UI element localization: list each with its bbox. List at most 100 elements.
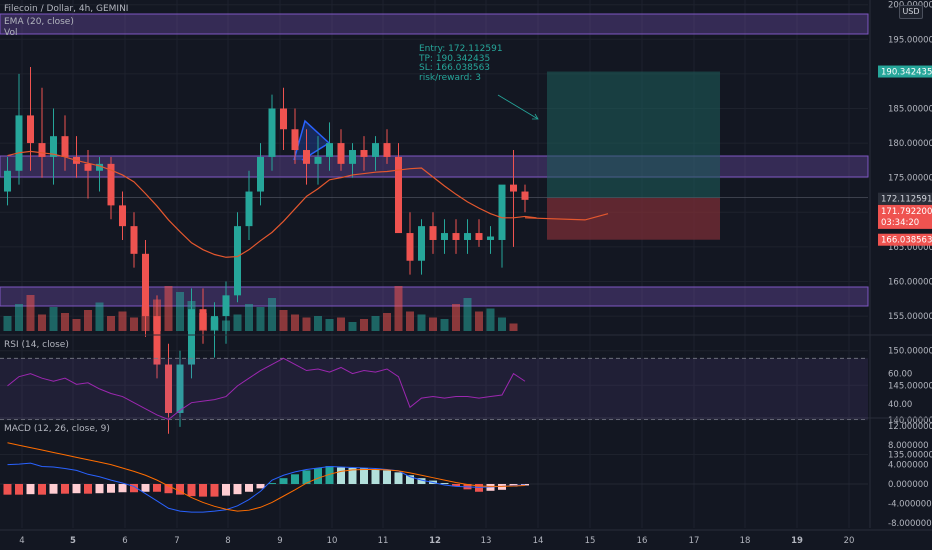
candle-body[interactable] <box>268 108 276 157</box>
candle-body[interactable] <box>130 226 138 254</box>
volume-bar <box>95 302 104 331</box>
candle-body[interactable] <box>337 143 345 164</box>
candle-body[interactable] <box>383 143 391 157</box>
candle-body[interactable] <box>211 316 218 330</box>
volume-bar <box>279 310 288 331</box>
price-tick-label: 195.000000 <box>888 35 932 45</box>
macd-histogram-bar <box>279 478 288 484</box>
candle-body[interactable] <box>153 316 161 365</box>
symbol-legend: Filecoin / Dollar, 4h, GEMINI <box>4 4 129 14</box>
macd-histogram-bar <box>394 472 403 484</box>
currency-button[interactable]: USD <box>899 5 923 19</box>
candle-body[interactable] <box>119 205 126 227</box>
macd-tick-label: -4.000000 <box>888 499 932 509</box>
candle-body[interactable] <box>280 108 287 130</box>
rsi-tick-label: 60.00 <box>888 370 912 380</box>
tp-price-label: 190.342435 <box>881 68 932 78</box>
take-profit-zone[interactable] <box>547 71 720 198</box>
candle-body[interactable] <box>395 156 402 234</box>
macd-histogram-bar <box>15 484 23 495</box>
time-tick-label: 8 <box>225 536 230 546</box>
time-tick-label: 15 <box>585 536 596 546</box>
candle-body[interactable] <box>245 191 253 227</box>
candle-body[interactable] <box>142 253 149 317</box>
time-tick-label: 7 <box>174 536 179 546</box>
macd-histogram-bar <box>72 484 81 494</box>
candle-body[interactable] <box>61 136 69 157</box>
price-tick-label: 145.000000 <box>888 381 932 391</box>
volume-bar <box>72 319 81 331</box>
time-tick-label: 9 <box>277 536 282 546</box>
stop-loss-zone[interactable] <box>547 197 720 240</box>
time-tick-label: 13 <box>481 536 492 546</box>
price-tick-label: 155.000000 <box>888 312 932 322</box>
volume-bar <box>475 311 483 331</box>
volume-bar <box>130 317 138 331</box>
candle-body[interactable] <box>314 156 322 164</box>
candle-body[interactable] <box>372 143 379 157</box>
triangle-drawing[interactable] <box>293 119 331 161</box>
volume-bar <box>314 316 322 331</box>
candle-body[interactable] <box>222 295 230 317</box>
vol-legend: Vol <box>4 28 18 38</box>
volume-bar <box>15 304 23 331</box>
rsi-legend: RSI (14, close) <box>4 340 69 350</box>
time-tick-label: 12 <box>429 536 441 546</box>
candle-body[interactable] <box>257 156 264 192</box>
bar-countdown-label: 03:34:20 <box>881 218 919 228</box>
candle-body[interactable] <box>27 115 34 144</box>
time-tick-label: 17 <box>689 536 700 546</box>
macd-histogram-bar <box>141 484 150 492</box>
candle-body[interactable] <box>234 226 241 296</box>
macd-histogram-bar <box>107 484 115 493</box>
candle-body[interactable] <box>510 184 517 192</box>
candle-body[interactable] <box>303 150 310 164</box>
volume-bar <box>291 314 299 331</box>
candle-body[interactable] <box>96 163 103 171</box>
candle-body[interactable] <box>291 129 299 151</box>
support-resistance-zone[interactable] <box>0 286 869 307</box>
candle-body[interactable] <box>326 143 333 157</box>
candle-body[interactable] <box>521 191 529 200</box>
candle-body[interactable] <box>50 136 57 157</box>
time-tick-label: 20 <box>844 536 855 546</box>
candle-body[interactable] <box>475 233 483 240</box>
candle-body[interactable] <box>441 233 448 240</box>
support-resistance-zone[interactable] <box>0 155 869 178</box>
volume-bar <box>325 319 334 331</box>
ema-projection <box>524 213 609 221</box>
volume-bar <box>498 317 506 331</box>
candle-body[interactable] <box>38 143 46 157</box>
candle-body[interactable] <box>199 309 207 330</box>
candle-body[interactable] <box>107 163 115 206</box>
volume-bar <box>509 323 518 331</box>
sl-price-label: 166.038563 <box>881 236 932 246</box>
candle-body[interactable] <box>360 150 368 157</box>
candle-body[interactable] <box>84 163 92 171</box>
candle-body[interactable] <box>176 364 184 413</box>
candle-body[interactable] <box>4 170 11 192</box>
current-price-bg <box>878 204 932 229</box>
macd-histogram-bar <box>153 484 161 492</box>
volume-bar <box>233 314 242 331</box>
candle-body[interactable] <box>487 236 494 240</box>
candle-body[interactable] <box>349 150 356 164</box>
volume-bar <box>245 304 253 331</box>
candle-body[interactable] <box>15 115 23 171</box>
candle-body[interactable] <box>429 226 437 240</box>
support-resistance-zone[interactable] <box>0 13 869 35</box>
candle-body[interactable] <box>498 184 506 240</box>
candle-body[interactable] <box>165 364 172 413</box>
price-tick-label: 165.000000 <box>888 243 932 253</box>
volume-bar <box>268 298 276 331</box>
candle-body[interactable] <box>452 233 460 240</box>
annotation-arrowhead <box>532 113 539 120</box>
candle-body[interactable] <box>188 309 195 365</box>
candle-body[interactable] <box>406 233 414 261</box>
price-tick-label: 140.000000 <box>888 416 932 426</box>
candle-body[interactable] <box>464 233 471 240</box>
rsi-tick-label: 40.00 <box>888 400 912 410</box>
candle-body[interactable] <box>418 226 425 261</box>
volume-bar <box>360 319 368 331</box>
